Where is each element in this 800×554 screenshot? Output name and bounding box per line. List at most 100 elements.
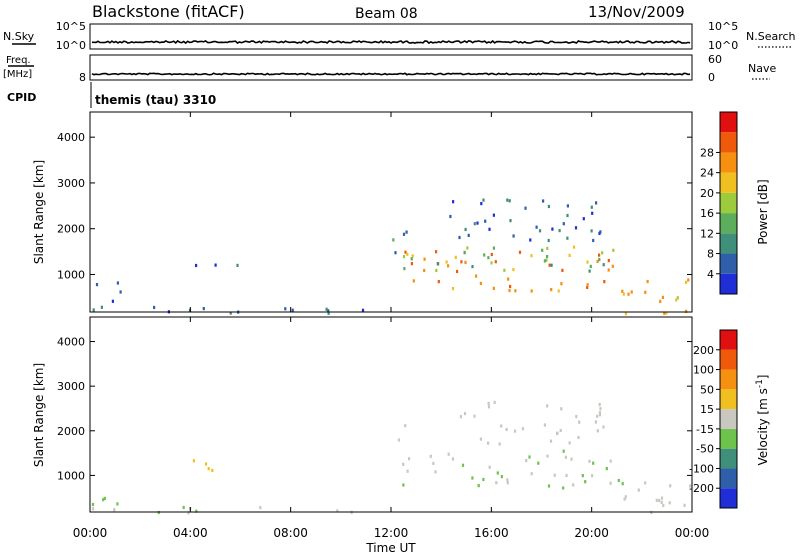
freq-left-tick: 8 [79, 71, 86, 84]
data-cell [113, 508, 116, 512]
data-cell [482, 198, 485, 202]
data-cell [529, 238, 532, 242]
data-cell [392, 238, 395, 242]
colorbar-tick-label: 8 [707, 248, 714, 261]
data-cell [434, 470, 437, 474]
power-colorbar: 4 8 12 16 20 24 28 [700, 111, 738, 295]
colorbar-segment [720, 132, 737, 153]
data-cell [599, 230, 602, 234]
data-cell [572, 245, 576, 249]
data-cell [559, 428, 562, 433]
data-cell [524, 206, 527, 210]
data-cell [473, 414, 476, 418]
data-cell [483, 253, 486, 257]
colorbar-segment [720, 389, 737, 410]
data-cell [578, 420, 581, 424]
data-cell [658, 498, 661, 503]
data-cell [545, 258, 548, 262]
data-cell [627, 292, 630, 296]
data-cell [505, 427, 508, 432]
colorbar-segment [720, 448, 737, 469]
y-tick-label: 3000 [57, 380, 85, 393]
data-cell [451, 287, 455, 291]
data-cell [495, 481, 498, 485]
colorbar-frame [719, 111, 738, 295]
data-cell [675, 298, 678, 302]
data-cell [236, 263, 239, 267]
data-cell [609, 481, 612, 485]
data-cell [482, 477, 485, 482]
data-cell [423, 268, 426, 273]
colorbar-segment [720, 349, 737, 370]
velocity-colorbar: 200 100 50 15 -15 -50 -100 -200 [689, 329, 738, 509]
colorbar-segment [720, 192, 737, 214]
power-cells [92, 198, 690, 316]
data-cell [488, 465, 491, 469]
data-cell [565, 473, 568, 478]
velocity-colorbar-label-close: ] [756, 375, 770, 380]
data-cell [592, 461, 595, 465]
data-cell [410, 257, 413, 261]
data-cell [447, 264, 450, 268]
freq-panel: Freq. [MHz] 8 60 0 Nave [3, 53, 776, 84]
data-cell [596, 429, 599, 433]
data-cell [562, 222, 565, 226]
data-cell [471, 476, 474, 480]
noise-left-label: N.Sky [3, 30, 35, 43]
data-cell [412, 279, 415, 283]
cpid-value: themis (tau) 3310 [95, 93, 216, 107]
data-cell [547, 238, 550, 243]
data-cell [530, 472, 533, 476]
data-cell [464, 227, 467, 232]
data-cell [566, 236, 569, 240]
y-tick-label: 4000 [57, 336, 85, 349]
data-cell [452, 200, 455, 204]
noise-panel: N.Sky 10^5 10^0 10^5 10^0 N.Search [3, 20, 796, 52]
velocity-cells [91, 400, 692, 515]
data-cell [291, 308, 294, 312]
y-tick-label: 4000 [57, 131, 85, 144]
colorbar-tick-label: 12 [700, 227, 714, 240]
colorbar-tick-label: -200 [689, 482, 714, 495]
data-cell [685, 280, 688, 284]
data-cell [566, 204, 569, 208]
data-cell [624, 312, 627, 316]
data-cell [683, 503, 686, 507]
data-cell [685, 309, 688, 313]
time-tick-label: 08:00 [273, 526, 308, 540]
data-cell [599, 407, 602, 411]
data-cell [429, 454, 432, 458]
data-cell [207, 467, 210, 471]
velocity-panel-frame [89, 316, 693, 513]
data-cell [607, 268, 610, 272]
data-cell [551, 227, 554, 231]
data-cell [153, 305, 156, 310]
data-cell [586, 285, 589, 289]
freq-trace [91, 72, 691, 76]
data-cell [644, 290, 647, 294]
data-cell [557, 289, 560, 293]
data-cell [611, 264, 614, 268]
data-cell [596, 414, 599, 418]
data-cell [676, 296, 679, 300]
colorbar-tick-label: 15 [700, 403, 714, 416]
data-cell [687, 278, 690, 282]
data-cell [484, 219, 487, 223]
data-cell [541, 248, 544, 252]
data-cell [327, 309, 330, 313]
data-cell [229, 311, 232, 315]
data-cell [487, 256, 490, 260]
data-cell [543, 259, 546, 263]
data-cell [405, 230, 408, 234]
data-cell [506, 198, 509, 202]
data-cell [663, 311, 666, 315]
data-cell [500, 475, 503, 479]
colorbar-tick-label: 50 [700, 383, 714, 396]
data-cell [459, 415, 462, 419]
data-cell [490, 252, 493, 257]
data-cell [463, 251, 466, 255]
freq-left-label-2: [MHz] [3, 69, 32, 80]
data-cell [564, 455, 567, 459]
data-cell [590, 205, 593, 209]
data-cell [397, 438, 401, 442]
